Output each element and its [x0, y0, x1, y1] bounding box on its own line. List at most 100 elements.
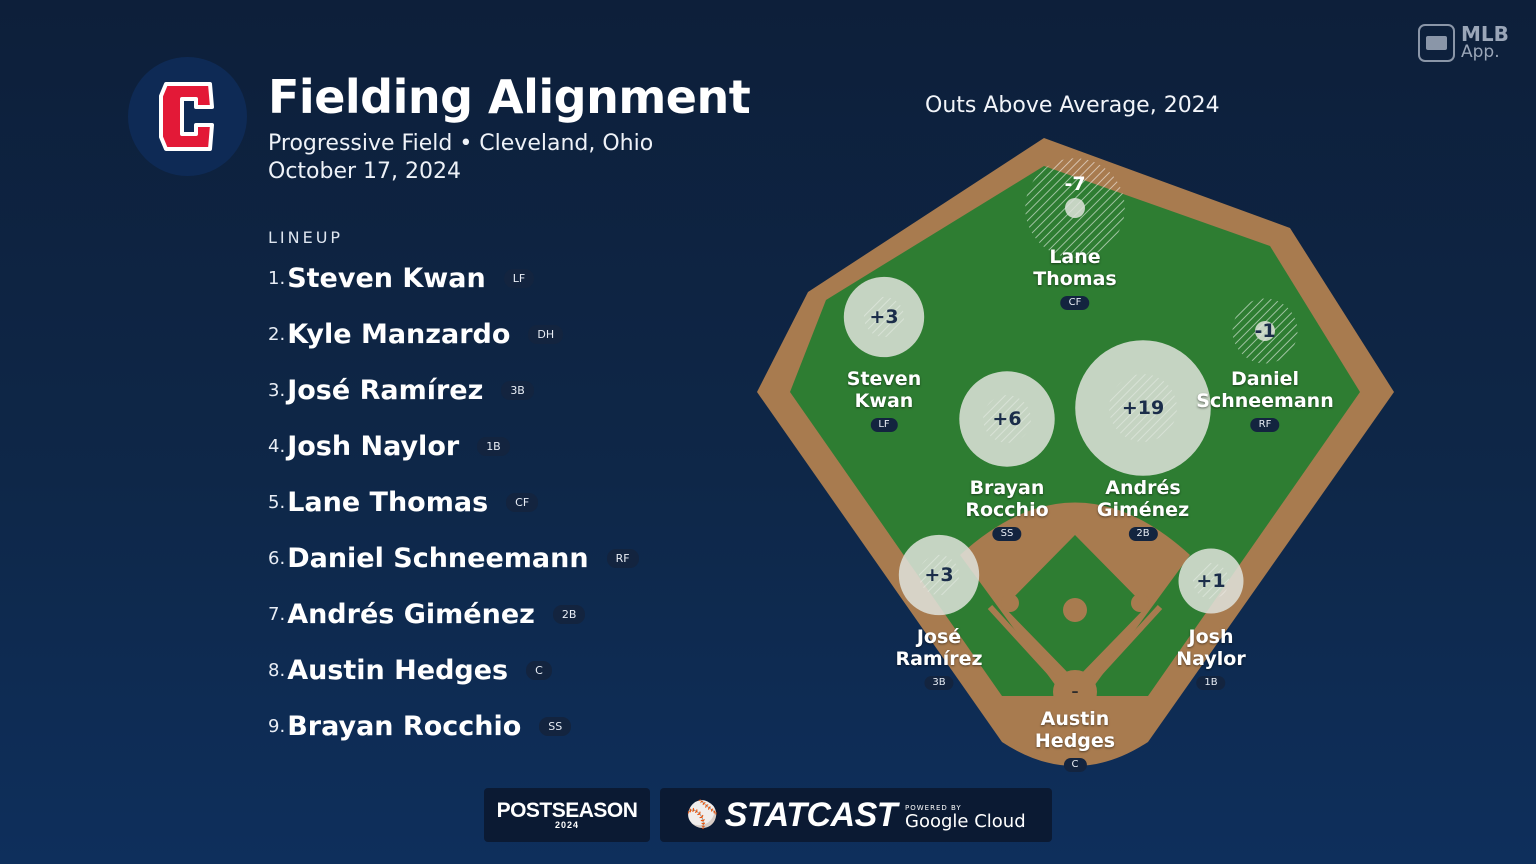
- oaa-bubble-core: [1109, 374, 1177, 442]
- lineup-number: 6.: [268, 547, 286, 569]
- lineup-row: 2. Kyle Manzardo DH: [268, 314, 564, 354]
- oaa-value: +19: [1121, 397, 1165, 419]
- oaa-value: –: [1071, 684, 1079, 700]
- third-base-cutout: [1001, 594, 1019, 612]
- statcast-text: STATCAST: [724, 795, 898, 834]
- position-badge: 3B: [501, 380, 534, 400]
- fielder-label: Steven Kwan LF: [847, 368, 921, 432]
- lineup-player-name: Kyle Manzardo: [287, 318, 511, 350]
- fielder-last-name: Giménez: [1096, 499, 1190, 521]
- fielder-first-name: Daniel: [1230, 368, 1300, 390]
- date-line: October 17, 2024: [268, 159, 462, 184]
- lineup-row: 8. Austin Hedges C: [268, 650, 552, 690]
- team-logo-c-icon: [159, 82, 214, 151]
- postseason-logo: POSTSEASON 2024: [484, 788, 650, 842]
- statcast-batter-icon: ⚾: [686, 800, 719, 830]
- lineup-player-name: Andrés Giménez: [287, 598, 535, 630]
- lineup-number: 9.: [268, 715, 286, 737]
- fielder-last-name: Kwan: [854, 390, 914, 412]
- fielder-label: José Ramírez 3B: [895, 626, 983, 690]
- fielder-position-badge: 1B: [1196, 676, 1226, 690]
- field-title: Outs Above Average, 2024: [925, 93, 1220, 118]
- mlb-app-logo: MLB App.: [1418, 24, 1509, 62]
- lineup-player-name: Austin Hedges: [287, 654, 509, 686]
- venue-line: Progressive Field • Cleveland, Ohio: [268, 131, 654, 156]
- fielder-first-name: Lane: [1049, 246, 1101, 268]
- position-badge: CF: [506, 492, 539, 512]
- oaa-value: -7: [1064, 173, 1086, 195]
- fielder-first-name: Austin: [1040, 708, 1110, 730]
- fielder-label: Lane Thomas CF: [1033, 246, 1117, 310]
- lineup-row: 5. Lane Thomas CF: [268, 482, 539, 522]
- oaa-value: +3: [869, 306, 899, 328]
- fielder-position-badge: SS: [992, 527, 1022, 541]
- position-badge: 2B: [552, 604, 586, 624]
- lineup-row: 9. Brayan Rocchio SS: [268, 706, 572, 746]
- oaa-bubble-core: [918, 554, 960, 596]
- postseason-year: 2024: [554, 819, 580, 830]
- lineup-row: 3. José Ramírez 3B: [268, 370, 534, 410]
- mlb-app-line2: App.: [1461, 42, 1500, 62]
- lineup-number: 5.: [268, 491, 286, 513]
- lineup-number: 1.: [268, 267, 286, 289]
- oaa-value: -1: [1254, 320, 1276, 342]
- fielder-position-badge: LF: [870, 418, 898, 432]
- lineup-number: 8.: [268, 659, 286, 681]
- page-title: Fielding Alignment: [268, 70, 751, 124]
- lineup-number: 7.: [268, 603, 286, 625]
- lineup-number: 3.: [268, 379, 286, 401]
- fielder-last-name: Hedges: [1034, 730, 1116, 752]
- lineup-row: 4. Josh Naylor 1B: [268, 426, 510, 466]
- position-badge: DH: [528, 324, 564, 344]
- team-logo: [128, 57, 247, 176]
- lineup-number: 2.: [268, 323, 286, 345]
- oaa-bubble-core: [983, 395, 1031, 443]
- oaa-bubble-core: [1255, 321, 1275, 341]
- fielder-last-name: Rocchio: [965, 499, 1049, 521]
- oaa-bubble-core: [1193, 563, 1229, 599]
- lineup-number: 4.: [268, 435, 286, 457]
- home-plate-circle: [1053, 670, 1097, 714]
- google-cloud-text: Google Cloud: [905, 811, 1026, 832]
- statcast-logo: ⚾ STATCAST POWERED BY Google Cloud: [660, 788, 1052, 842]
- fielder-label: Andrés Giménez 2B: [1097, 477, 1189, 541]
- oaa-value: +1: [1196, 570, 1226, 592]
- oaa-value: +3: [924, 564, 954, 586]
- fielder-position-badge: 2B: [1128, 527, 1158, 541]
- lineup-player-name: Steven Kwan: [287, 262, 486, 294]
- lineup-player-name: Josh Naylor: [287, 430, 460, 462]
- fielder-first-name: Steven: [846, 368, 922, 390]
- first-base-cutout: [1131, 594, 1149, 612]
- fielder-position-badge: C: [1063, 758, 1087, 772]
- mlb-app-line1: MLB: [1461, 22, 1509, 46]
- powered-by-text: POWERED BY: [905, 804, 962, 812]
- fielder-label: Josh Naylor 1B: [1176, 626, 1246, 690]
- lineup-player-name: José Ramírez: [287, 374, 484, 406]
- fielder-position-badge: RF: [1250, 418, 1280, 432]
- position-badge: C: [526, 660, 552, 680]
- fielder-first-name: José: [916, 626, 962, 648]
- lineup-row: 6. Daniel Schneemann RF: [268, 538, 639, 578]
- position-badge: SS: [539, 716, 572, 736]
- fielder-label: Austin Hedges C: [1035, 708, 1115, 772]
- postseason-text: POSTSEASON: [496, 798, 638, 822]
- fielder-label: Daniel Schneemann RF: [1196, 368, 1334, 432]
- lineup-player-name: Lane Thomas: [287, 486, 489, 518]
- subtitle: Progressive Field • Cleveland, Ohio Octo…: [268, 130, 653, 186]
- pitchers-mound: [1063, 598, 1087, 622]
- position-badge: 1B: [477, 436, 510, 456]
- fielder-last-name: Schneemann: [1196, 390, 1334, 412]
- lineup-heading: LINEUP: [268, 228, 344, 247]
- position-badge: RF: [606, 548, 639, 568]
- fielder-first-name: Andrés: [1105, 477, 1181, 499]
- oaa-bubble-core: [1065, 198, 1085, 218]
- lineup-player-name: Daniel Schneemann: [287, 542, 589, 574]
- fielder-position-badge: 3B: [924, 676, 954, 690]
- lineup-player-name: Brayan Rocchio: [287, 710, 522, 742]
- fielder-last-name: Thomas: [1033, 268, 1117, 290]
- fielder-position-badge: CF: [1060, 296, 1090, 310]
- fielder-last-name: Naylor: [1176, 648, 1246, 670]
- fielder-first-name: Josh: [1188, 626, 1234, 648]
- fielder-last-name: Ramírez: [895, 648, 983, 670]
